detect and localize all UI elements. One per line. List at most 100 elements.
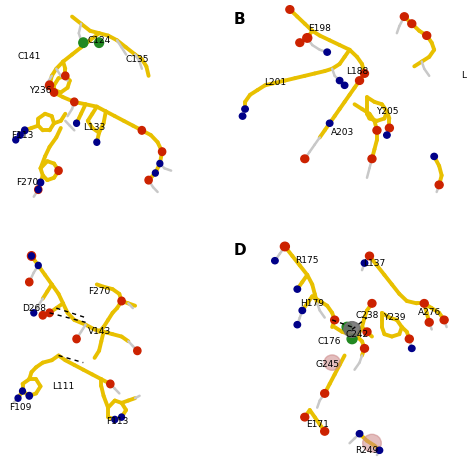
Text: E198: E198 <box>308 24 331 33</box>
Text: R175: R175 <box>295 256 319 265</box>
Circle shape <box>18 132 23 138</box>
Circle shape <box>15 395 21 401</box>
Text: A276: A276 <box>418 309 441 317</box>
Circle shape <box>347 334 357 344</box>
Circle shape <box>26 278 33 286</box>
Circle shape <box>157 160 163 167</box>
Circle shape <box>27 252 36 260</box>
Circle shape <box>440 316 448 324</box>
Circle shape <box>62 72 69 80</box>
Circle shape <box>46 309 53 317</box>
Text: L201: L201 <box>264 79 286 87</box>
Circle shape <box>36 263 41 268</box>
Circle shape <box>50 89 58 96</box>
Circle shape <box>356 430 363 437</box>
Text: L188: L188 <box>346 67 368 75</box>
Circle shape <box>71 98 78 106</box>
Circle shape <box>368 155 376 163</box>
Circle shape <box>242 106 248 112</box>
Text: L137: L137 <box>364 259 385 267</box>
Text: V143: V143 <box>87 328 111 336</box>
Circle shape <box>327 120 333 127</box>
Circle shape <box>138 127 146 134</box>
Circle shape <box>35 186 42 193</box>
Circle shape <box>301 413 309 421</box>
Circle shape <box>337 77 343 84</box>
Circle shape <box>37 179 44 186</box>
Ellipse shape <box>363 434 381 452</box>
Circle shape <box>361 345 368 352</box>
Circle shape <box>373 127 381 134</box>
Text: C242: C242 <box>346 330 369 338</box>
Text: F270: F270 <box>16 178 38 187</box>
Text: L133: L133 <box>83 124 106 132</box>
Circle shape <box>425 319 433 326</box>
Circle shape <box>134 347 141 355</box>
Circle shape <box>112 416 118 423</box>
Text: Y205: Y205 <box>376 107 398 116</box>
Circle shape <box>361 260 368 266</box>
Circle shape <box>294 322 301 328</box>
Text: F109: F109 <box>9 403 31 412</box>
Circle shape <box>26 392 32 399</box>
Circle shape <box>272 258 278 264</box>
Text: D: D <box>234 243 246 258</box>
Text: C135: C135 <box>126 55 149 64</box>
Circle shape <box>341 82 348 89</box>
Circle shape <box>281 242 289 251</box>
Text: F270: F270 <box>88 287 110 296</box>
Text: R249: R249 <box>356 446 379 455</box>
Text: L: L <box>462 72 466 80</box>
Circle shape <box>107 380 114 388</box>
Circle shape <box>405 335 413 343</box>
Text: F113: F113 <box>11 131 34 139</box>
Ellipse shape <box>324 355 340 370</box>
Circle shape <box>294 286 301 292</box>
Text: B: B <box>234 12 246 27</box>
Text: F113: F113 <box>106 418 128 426</box>
Circle shape <box>73 120 80 127</box>
Text: A203: A203 <box>330 128 354 137</box>
Circle shape <box>94 139 100 146</box>
Text: C238: C238 <box>356 311 379 319</box>
Text: E171: E171 <box>306 420 328 428</box>
Circle shape <box>331 316 338 324</box>
Text: C141: C141 <box>18 53 41 61</box>
Circle shape <box>22 127 28 134</box>
Circle shape <box>385 124 393 132</box>
Circle shape <box>420 300 428 307</box>
Circle shape <box>368 300 376 307</box>
Circle shape <box>321 390 328 397</box>
Circle shape <box>158 148 166 155</box>
Text: C124: C124 <box>87 36 111 45</box>
Circle shape <box>321 428 328 435</box>
Circle shape <box>301 155 309 163</box>
Circle shape <box>431 153 438 159</box>
Circle shape <box>31 310 36 316</box>
Circle shape <box>296 39 304 46</box>
Circle shape <box>383 132 390 138</box>
Circle shape <box>409 345 415 352</box>
Circle shape <box>356 77 364 84</box>
Circle shape <box>363 328 371 336</box>
Circle shape <box>79 38 88 47</box>
Circle shape <box>118 414 125 420</box>
Circle shape <box>423 32 431 39</box>
Circle shape <box>19 388 26 394</box>
Circle shape <box>324 49 330 55</box>
Circle shape <box>118 297 125 305</box>
Circle shape <box>94 38 103 47</box>
Circle shape <box>344 322 360 337</box>
Circle shape <box>13 137 18 143</box>
Circle shape <box>299 308 306 314</box>
Circle shape <box>46 81 54 90</box>
Text: Y236: Y236 <box>29 86 52 94</box>
Circle shape <box>73 335 80 343</box>
Circle shape <box>376 447 383 453</box>
Circle shape <box>36 187 41 193</box>
Text: H179: H179 <box>300 299 324 308</box>
Circle shape <box>286 6 294 13</box>
Text: L111: L111 <box>52 382 74 391</box>
Circle shape <box>145 176 152 184</box>
Text: G245: G245 <box>315 361 339 369</box>
